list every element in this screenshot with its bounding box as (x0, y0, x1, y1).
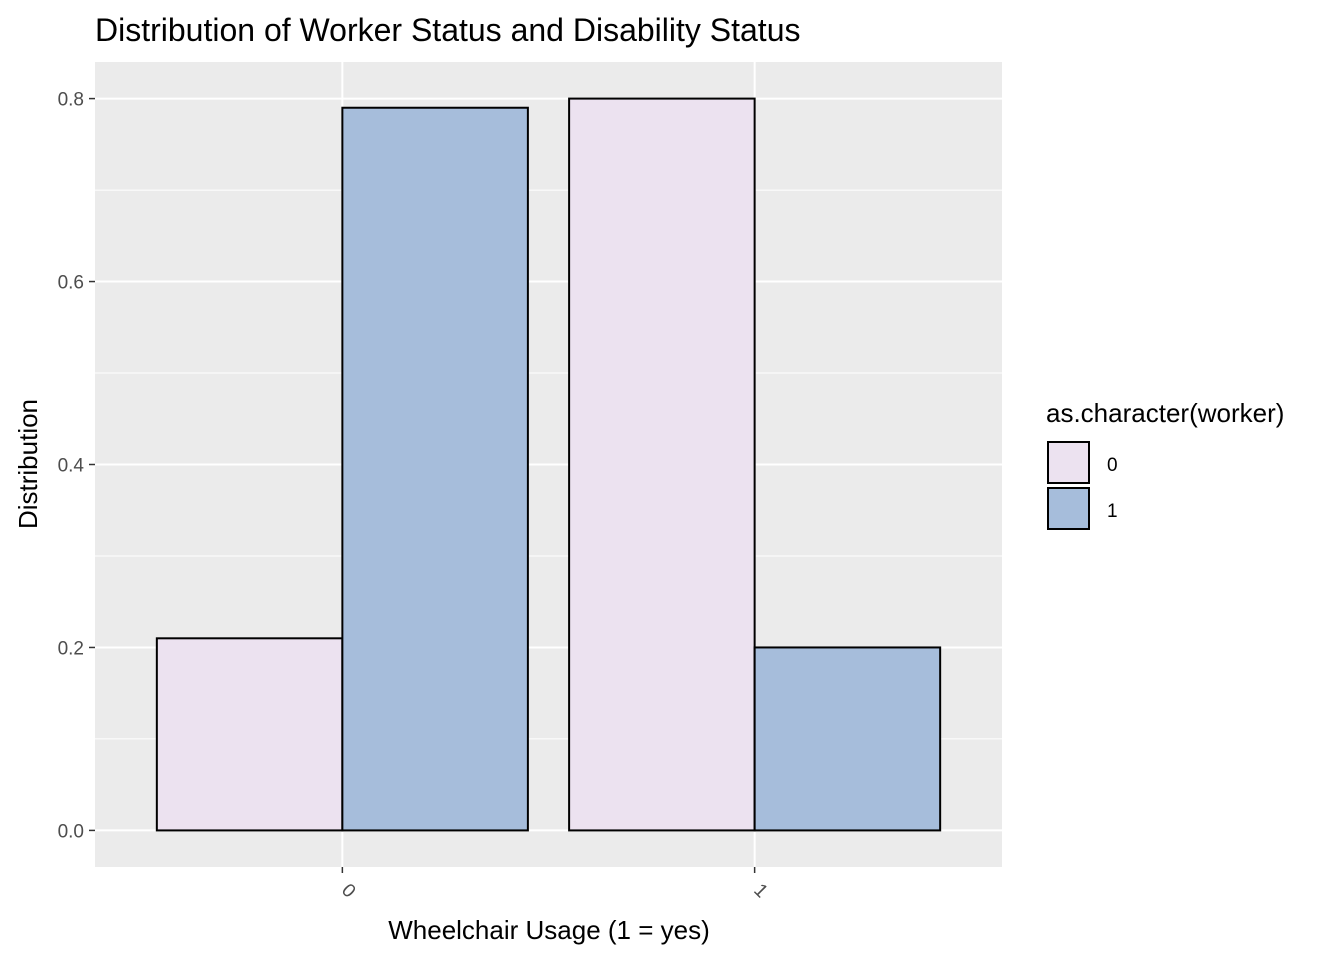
x-tick-label: 1 (749, 880, 771, 902)
y-axis: 0.0 0.2 0.4 0.6 0.8 (58, 90, 95, 842)
bar (568, 97, 756, 832)
y-tick-label: 0.4 (58, 456, 85, 477)
x-axis-title: Wheelchair Usage (1 = yes) (388, 915, 710, 945)
bar (155, 637, 344, 832)
legend-key (1047, 487, 1090, 530)
bars (155, 97, 942, 832)
y-tick-label: 0.6 (58, 273, 84, 294)
x-tick-label: 0 (337, 880, 359, 902)
legend: as.character(worker) 0 1 (1046, 398, 1284, 530)
y-tick-label: 0.0 (58, 821, 84, 842)
chart-title: Distribution of Worker Status and Disabi… (95, 12, 800, 48)
legend-label: 1 (1107, 501, 1118, 522)
y-tick-label: 0.8 (58, 90, 84, 111)
y-axis-title: Distribution (13, 399, 43, 529)
y-tick-label: 0.2 (58, 638, 84, 659)
legend-key (1047, 441, 1090, 484)
bar (753, 646, 942, 832)
legend-label: 0 (1107, 455, 1118, 476)
legend-title: as.character(worker) (1046, 398, 1284, 428)
bar (341, 106, 529, 832)
